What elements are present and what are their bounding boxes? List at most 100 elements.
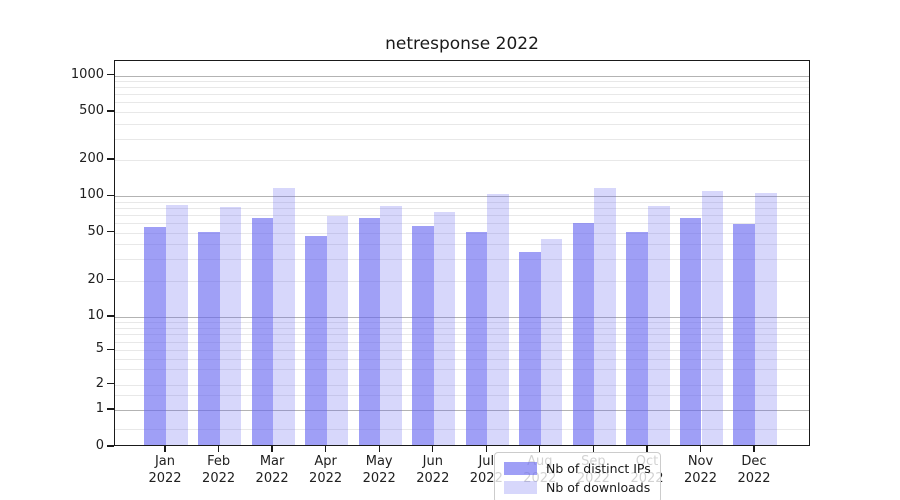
- x-tick-mark-jul: [485, 446, 487, 452]
- y-tick-label-2: 2: [95, 375, 104, 391]
- y-tick-label-100: 100: [79, 187, 104, 203]
- bar-downloads-feb: [219, 207, 242, 445]
- grid-line-minor-30: [115, 259, 809, 261]
- y-tick-label-0: 0: [95, 438, 104, 453]
- grid-line-major-1: [115, 410, 809, 411]
- grid-line-minor-200: [115, 160, 809, 161]
- grid-line-minor-70: [115, 215, 809, 216]
- bar-downloads-nov: [701, 190, 724, 445]
- grid-line-minor-90: [115, 201, 809, 203]
- y-tick-mark-20: [107, 279, 114, 281]
- x-tick-month: Mar: [259, 454, 285, 469]
- bar-downloads-jan: [166, 204, 188, 445]
- x-tick-label-apr: Apr 2022: [294, 454, 358, 487]
- grid-line-minor-6: [115, 341, 809, 343]
- bar-distinct-ips-apr: [305, 236, 327, 445]
- grid-line-minor-0_5: [115, 428, 809, 430]
- x-tick-month: Apr: [314, 454, 337, 469]
- bar-distinct-ips-jul: [465, 232, 488, 445]
- grid-line-minor-1_5: [115, 395, 809, 397]
- legend-label-distinct-ips: Nb of distinct IPs: [546, 460, 651, 476]
- grid-line-minor-500: [115, 111, 809, 113]
- x-tick-year: 2022: [255, 470, 289, 486]
- legend: Nb of distinct IPs Nb of downloads: [494, 452, 661, 500]
- x-tick-month: Dec: [741, 454, 767, 469]
- grid-line-minor-800: [115, 87, 809, 89]
- grid-line-minor-2: [115, 384, 809, 386]
- x-tick-month: Feb: [207, 454, 231, 469]
- x-tick-year: 2022: [362, 470, 396, 486]
- grid-line-minor-7: [115, 334, 809, 336]
- x-tick-month: Jul: [478, 454, 495, 469]
- bar-distinct-ips-mar: [251, 218, 274, 445]
- grid-line-major-10: [115, 317, 809, 318]
- y-tick-label-200: 200: [79, 151, 104, 166]
- x-tick-mark-may: [378, 446, 380, 452]
- bar-downloads-mar: [273, 188, 295, 445]
- x-tick-month: Jun: [422, 454, 443, 469]
- y-tick-mark-500: [107, 110, 114, 112]
- y-tick-label-5: 5: [95, 341, 104, 357]
- grid-line-minor-5: [115, 350, 809, 352]
- x-tick-mark-dec: [753, 446, 755, 452]
- bar-distinct-ips-jun: [412, 226, 434, 445]
- grid-line-major-100: [115, 196, 809, 198]
- x-tick-year: 2022: [683, 470, 718, 486]
- x-tick-mark-aug: [539, 446, 541, 452]
- grid-line-minor-3: [115, 369, 809, 371]
- grid-line-minor-700: [115, 94, 809, 96]
- x-tick-month: Nov: [687, 454, 714, 469]
- y-tick-label-20: 20: [87, 271, 104, 287]
- bar-downloads-apr: [326, 215, 349, 445]
- bar-downloads-jul: [487, 193, 509, 445]
- legend-entry-distinct-ips: Nb of distinct IPs: [504, 459, 651, 477]
- legend-entry-downloads: Nb of downloads: [504, 478, 651, 496]
- x-tick-label-nov: Nov 2022: [669, 454, 733, 487]
- grid-line-minor-8: [115, 327, 809, 329]
- x-tick-month: May: [365, 454, 393, 469]
- x-tick-label-feb: Feb 2022: [187, 454, 251, 487]
- grid-line-minor-400: [115, 123, 809, 125]
- grid-line-minor-40: [115, 244, 809, 246]
- x-tick-mark-jun: [432, 446, 434, 452]
- grid-line-minor-60: [115, 223, 809, 225]
- x-tick-label-dec: Dec 2022: [722, 454, 786, 487]
- bar-distinct-ips-aug: [519, 252, 541, 445]
- bar-downloads-jun: [433, 211, 456, 445]
- y-tick-mark-1: [107, 408, 114, 410]
- legend-label-downloads: Nb of downloads: [546, 479, 651, 495]
- bar-downloads-dec: [755, 193, 777, 445]
- y-tick-mark-100: [107, 194, 114, 196]
- bar-distinct-ips-nov: [679, 217, 702, 445]
- y-tick-mark-200: [107, 158, 114, 160]
- x-tick-mark-feb: [217, 446, 220, 452]
- y-tick-label-500: 500: [79, 102, 104, 118]
- x-tick-mark-nov: [699, 446, 702, 452]
- y-tick-label-1000: 1000: [70, 66, 104, 82]
- bar-downloads-oct: [648, 206, 670, 445]
- grid-line-minor-4: [115, 358, 809, 360]
- x-tick-mark-mar: [271, 446, 273, 452]
- x-tick-year: 2022: [737, 470, 771, 486]
- grid-line-minor-9: [115, 322, 809, 324]
- grid-line-major-1000: [115, 75, 809, 77]
- y-tick-mark-50: [107, 230, 114, 233]
- x-tick-label-may: May 2022: [347, 454, 411, 487]
- y-tick-label-10: 10: [87, 308, 104, 323]
- x-tick-label-mar: Mar 2022: [240, 454, 304, 487]
- x-tick-month: Jan: [154, 454, 176, 469]
- y-tick-mark-1000: [107, 73, 114, 76]
- legend-swatch-distinct-ips: [504, 461, 537, 475]
- x-tick-mark-apr: [324, 446, 327, 452]
- bar-distinct-ips-dec: [733, 224, 755, 445]
- y-tick-label-1: 1: [95, 401, 104, 416]
- bar-distinct-ips-feb: [198, 232, 220, 445]
- bar-downloads-aug: [540, 238, 563, 445]
- x-tick-year: 2022: [309, 470, 343, 486]
- legend-swatch-downloads: [504, 480, 537, 494]
- chart-title: netresponse 2022: [385, 34, 539, 54]
- bar-distinct-ips-jan: [144, 227, 166, 445]
- x-tick-year: 2022: [416, 470, 450, 486]
- grid-line-minor-300: [115, 138, 809, 140]
